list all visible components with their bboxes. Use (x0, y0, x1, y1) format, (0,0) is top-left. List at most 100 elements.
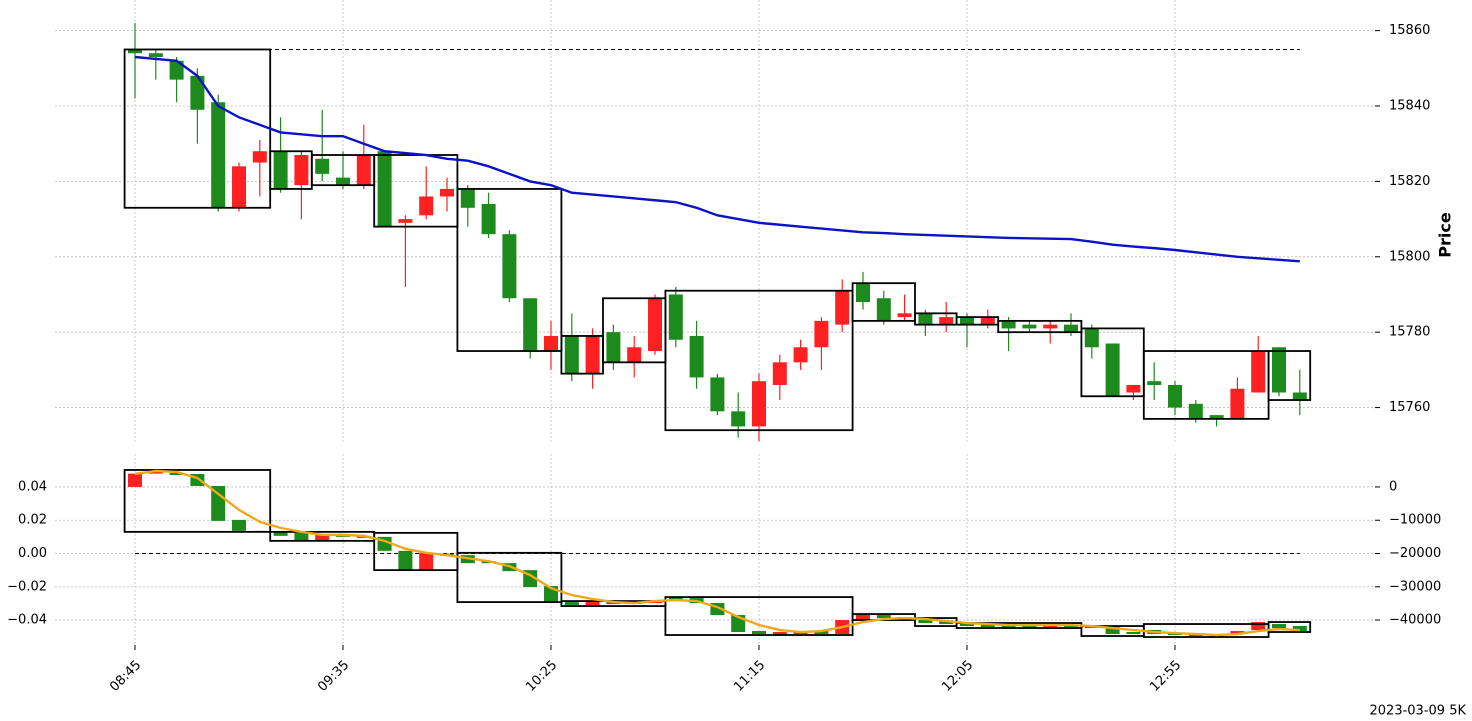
candle-body (190, 75, 205, 110)
y-tick-label: −0.02 (7, 579, 47, 594)
candle-body (1272, 624, 1286, 629)
candle-body (856, 614, 870, 621)
candle-body (336, 177, 350, 186)
candle-body (419, 196, 434, 216)
candle-body (960, 317, 974, 325)
candle-body (876, 298, 891, 321)
candle-body (1209, 415, 1224, 419)
candle-body (148, 53, 163, 58)
x-tick-label: 12:05 (939, 658, 976, 695)
y-tick-label: 0 (1389, 479, 1397, 494)
candle-body (668, 294, 683, 340)
candle-body (710, 377, 725, 412)
candle-body (315, 534, 330, 541)
candle-body (939, 317, 954, 325)
candle-body (918, 313, 933, 325)
candle-body (1043, 324, 1058, 329)
range-box (373, 531, 459, 572)
y-tick-label: 15760 (1389, 400, 1430, 415)
candle-body (564, 335, 579, 374)
candle-body (772, 632, 787, 636)
candle-body (1064, 324, 1078, 333)
x-tick-label: 10:25 (523, 658, 560, 695)
candle-body (1272, 347, 1286, 393)
y-tick-label: 15820 (1389, 174, 1430, 189)
candle-body (377, 151, 392, 227)
candle-body (752, 381, 766, 427)
y-tick-label: −10000 (1389, 513, 1441, 528)
candle-body (752, 631, 766, 635)
range-box (664, 289, 854, 432)
candle-body (1230, 388, 1245, 419)
candle-body (273, 531, 288, 536)
y-tick-label: 0.04 (18, 479, 47, 494)
candle-body (128, 473, 142, 487)
candle-body (252, 151, 267, 163)
footnote: 2023-03-09 5K (1370, 704, 1467, 719)
range-box (1267, 350, 1312, 401)
candle-body (1230, 631, 1245, 635)
y-tick-label: 0.02 (18, 513, 47, 528)
candle-body (190, 473, 205, 486)
candle-body (939, 621, 954, 625)
y-tick-label: 15780 (1389, 325, 1430, 340)
x-tick-label: 08:45 (107, 658, 144, 695)
candle-body (1292, 626, 1307, 632)
candle-body (273, 151, 288, 189)
y-axis-label: Price (1436, 212, 1455, 258)
y-tick-label: −40000 (1389, 613, 1441, 628)
candle-body (710, 603, 725, 616)
candle-body (232, 166, 246, 208)
candle-body (689, 335, 704, 378)
y-tick-label: 0.00 (18, 546, 47, 561)
y-tick-label: −20000 (1389, 546, 1441, 561)
candle-body (398, 550, 413, 571)
candle-body (835, 290, 850, 325)
x-tick-label: 09:35 (315, 658, 352, 695)
candle-body (1022, 626, 1037, 629)
range-box (851, 282, 916, 322)
indicator-line (134, 469, 1300, 637)
candle-body (876, 615, 891, 619)
candle-body (648, 298, 662, 352)
candle-body (1292, 392, 1307, 401)
indicator-line (134, 55, 1300, 263)
candle-body (169, 60, 184, 80)
candle-body (1105, 343, 1120, 397)
range-box (997, 319, 1083, 334)
candle-body (564, 602, 579, 606)
candle-body (1001, 626, 1016, 628)
candle-body (232, 519, 246, 531)
candle-body (918, 618, 933, 624)
candle-body (440, 188, 454, 197)
candle-body (814, 320, 829, 348)
candle-body (897, 313, 912, 318)
candle-body (1084, 328, 1099, 348)
candle-body (211, 485, 226, 521)
x-tick-label: 12:55 (1147, 658, 1184, 695)
candle-body (585, 335, 600, 374)
y-tick-label: 15860 (1389, 23, 1430, 38)
candle-body (294, 155, 309, 186)
candle-body (960, 623, 974, 627)
candle-body (544, 335, 558, 352)
range-box (1142, 350, 1270, 420)
candle-body (793, 347, 808, 363)
y-tick-label: 15840 (1389, 99, 1430, 114)
candle-body (772, 362, 787, 385)
candle-body (627, 347, 642, 363)
candle-body (523, 298, 538, 352)
candle-body (356, 155, 371, 186)
candle-body (169, 472, 184, 475)
range-box (456, 551, 563, 603)
candle-body (1001, 320, 1016, 329)
candle-body (1105, 625, 1120, 635)
candle-body (481, 204, 496, 235)
y-tick-label: −30000 (1389, 579, 1441, 594)
candle-body (1168, 384, 1182, 408)
y-tick-label: 15800 (1389, 249, 1430, 264)
candle-body (460, 188, 475, 208)
candle-body (1147, 381, 1162, 385)
candle-body (502, 234, 517, 299)
candle-body (315, 158, 330, 174)
